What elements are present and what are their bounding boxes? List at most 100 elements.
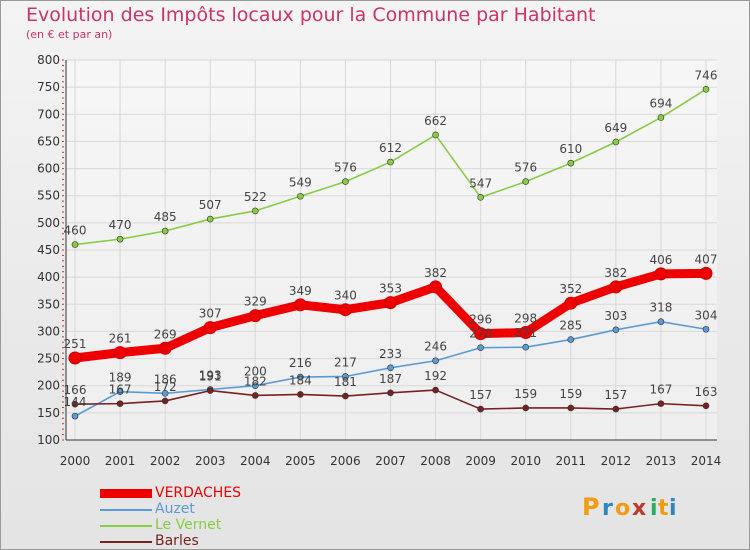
- data-label: 522: [244, 190, 267, 204]
- legend-label: Le Vernet: [155, 517, 222, 533]
- data-label: 285: [559, 319, 582, 333]
- data-point: [161, 390, 169, 397]
- data-label: 186: [154, 372, 177, 386]
- y-tick-label: 300: [37, 324, 60, 338]
- logo-letter: r: [602, 496, 613, 521]
- data-label: 233: [379, 347, 402, 361]
- data-label: 318: [649, 301, 672, 315]
- x-tick-label: 2014: [691, 454, 722, 468]
- y-tick-label: 650: [37, 134, 60, 148]
- data-label: 307: [199, 307, 222, 321]
- data-point: [68, 351, 82, 365]
- data-label: 303: [604, 309, 627, 323]
- x-tick-label: 2005: [285, 454, 316, 468]
- x-tick-label: 2012: [601, 454, 632, 468]
- x-tick-label: 2003: [195, 454, 226, 468]
- data-point: [206, 215, 214, 223]
- data-label: 144: [64, 395, 87, 409]
- data-label: 407: [695, 252, 718, 266]
- y-tick-label: 700: [37, 107, 60, 121]
- data-point: [699, 266, 713, 280]
- data-point: [161, 227, 169, 235]
- data-label: 612: [379, 141, 402, 155]
- data-label: 470: [109, 218, 132, 232]
- data-point: [567, 404, 575, 412]
- data-point: [657, 318, 665, 325]
- data-point: [116, 400, 124, 407]
- data-label: 649: [604, 121, 627, 135]
- data-point: [654, 267, 668, 281]
- data-label: 610: [559, 142, 582, 156]
- data-label: 694: [649, 97, 672, 111]
- data-label: 662: [424, 114, 447, 128]
- data-point: [609, 280, 623, 294]
- data-point: [71, 241, 79, 248]
- data-point: [432, 357, 439, 365]
- y-tick-label: 400: [37, 270, 60, 284]
- data-label: 157: [469, 388, 492, 402]
- legend-swatch: [100, 541, 152, 543]
- data-point: [297, 192, 304, 200]
- data-point: [384, 296, 397, 310]
- x-tick-label: 2011: [556, 454, 587, 468]
- data-label: 382: [604, 266, 627, 280]
- data-point: [432, 131, 439, 139]
- data-point: [71, 400, 79, 408]
- x-tick-label: 2000: [60, 454, 91, 468]
- data-label: 271: [514, 326, 537, 340]
- series-layer: [68, 86, 713, 420]
- data-label: 353: [379, 282, 402, 296]
- x-tick-label: 2001: [105, 454, 136, 468]
- logo-letter: P: [582, 493, 600, 521]
- data-label: 200: [244, 365, 267, 379]
- y-tick-label: 150: [37, 406, 60, 420]
- data-label: 460: [64, 224, 87, 238]
- legend-swatch: [100, 489, 152, 498]
- legend-label: Auzet: [155, 501, 195, 517]
- data-label: 192: [424, 369, 447, 383]
- data-point: [522, 178, 530, 185]
- data-label: 340: [334, 289, 357, 303]
- data-label: 251: [64, 337, 87, 351]
- data-label: 187: [379, 372, 402, 386]
- y-tick-label: 800: [37, 53, 60, 67]
- data-point: [612, 405, 620, 413]
- data-point: [203, 321, 217, 335]
- data-label: 304: [695, 308, 718, 322]
- data-point: [158, 341, 172, 355]
- data-label: 269: [154, 327, 177, 341]
- data-label: 261: [109, 332, 132, 346]
- data-label: 182: [244, 374, 267, 388]
- data-point: [657, 114, 665, 121]
- data-point: [342, 178, 349, 185]
- data-point: [567, 159, 575, 167]
- data-point: [297, 391, 304, 398]
- grid-layer: [66, 59, 717, 441]
- data-label: 217: [334, 355, 357, 369]
- data-label: 549: [289, 175, 312, 189]
- data-point: [474, 327, 488, 341]
- data-label: 349: [289, 284, 312, 298]
- data-label: 181: [334, 375, 357, 389]
- data-label: 189: [109, 371, 132, 385]
- data-point: [161, 397, 169, 405]
- x-tick-label: 2002: [150, 454, 181, 468]
- data-point: [657, 400, 665, 407]
- data-label: 576: [514, 161, 537, 175]
- logo-letter: x: [632, 496, 646, 521]
- data-point: [248, 309, 262, 323]
- data-point: [342, 373, 349, 380]
- data-point: [612, 138, 620, 146]
- data-label: 159: [514, 387, 537, 401]
- data-point: [342, 392, 349, 400]
- data-label: 193: [199, 369, 222, 383]
- data-point: [522, 343, 530, 351]
- chart-subtitle: (en € et par an): [26, 28, 113, 41]
- data-label: 246: [424, 340, 447, 354]
- data-point: [251, 207, 259, 215]
- logo-letter: t: [658, 496, 669, 521]
- y-tick-label: 450: [37, 243, 60, 257]
- data-point: [293, 298, 307, 312]
